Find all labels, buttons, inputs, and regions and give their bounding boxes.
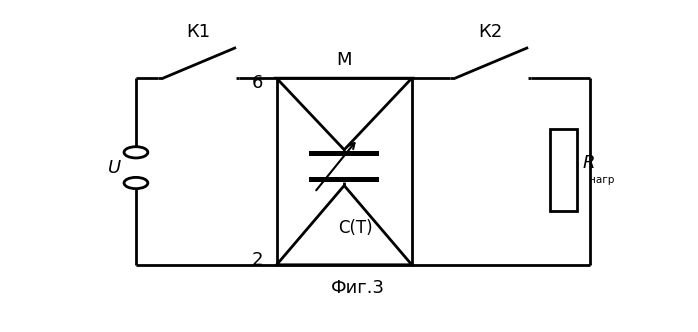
Text: Фиг.3: Фиг.3: [331, 279, 385, 297]
Text: М: М: [336, 51, 352, 69]
Text: R: R: [582, 153, 595, 172]
Text: К1: К1: [186, 23, 210, 41]
Text: U: U: [107, 159, 121, 177]
Bar: [309, 150, 380, 156]
Text: нагр: нагр: [588, 175, 614, 186]
Text: 6: 6: [252, 74, 263, 92]
Text: 2: 2: [251, 251, 263, 269]
Text: К2: К2: [478, 23, 503, 41]
Text: С(Т): С(Т): [338, 219, 372, 237]
Bar: [309, 177, 380, 182]
